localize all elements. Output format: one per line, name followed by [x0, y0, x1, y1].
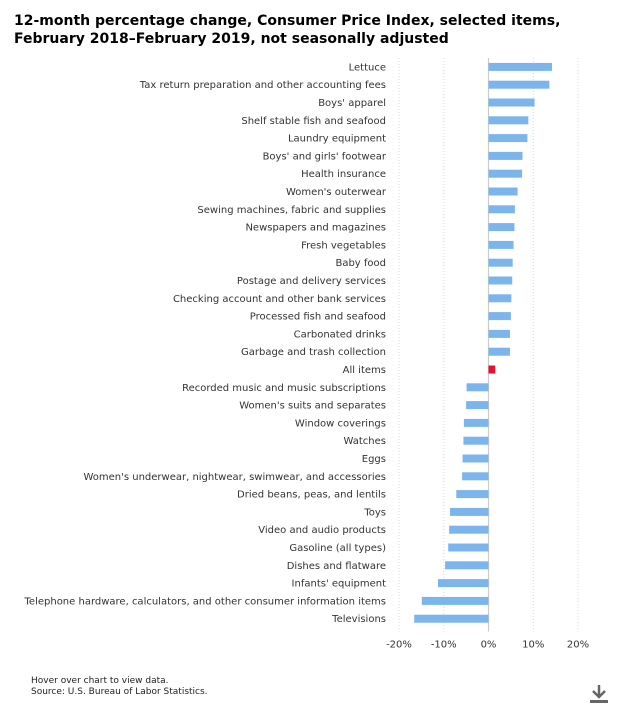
category-label: Women's suits and separates — [239, 401, 386, 412]
x-tick-label: 10% — [522, 640, 544, 651]
category-label: Checking account and other bank services — [173, 294, 386, 305]
bar[interactable] — [456, 490, 489, 499]
category-label: Baby food — [335, 258, 386, 269]
category-label: Garbage and trash collection — [241, 347, 386, 358]
bar[interactable] — [488, 294, 512, 303]
bar[interactable] — [488, 223, 515, 232]
category-label: Fresh vegetables — [301, 240, 386, 251]
category-label: Shelf stable fish and seafood — [241, 116, 386, 127]
category-label: Televisions — [331, 614, 386, 625]
category-label: Health insurance — [301, 169, 386, 180]
category-label: All items — [343, 365, 386, 376]
bar[interactable] — [488, 329, 510, 338]
category-label: Infants' equipment — [292, 579, 387, 590]
bar[interactable] — [488, 62, 553, 71]
x-axis-tick-labels: -20% -10% 0% 10% 20% — [386, 640, 589, 651]
category-label: Recorded music and music subscriptions — [182, 383, 386, 394]
category-label: Boys' and girls' footwear — [263, 151, 387, 162]
bars[interactable] — [414, 62, 553, 623]
bar[interactable] — [488, 98, 535, 107]
bar[interactable] — [488, 347, 510, 356]
hover-hint: Hover over chart to view data. — [31, 676, 169, 686]
bar[interactable] — [488, 312, 511, 321]
category-label: Women's outerwear — [286, 187, 387, 198]
bar[interactable] — [466, 401, 489, 410]
bar[interactable] — [462, 472, 489, 481]
bar[interactable] — [488, 187, 518, 196]
bar[interactable] — [488, 258, 513, 267]
bar[interactable] — [488, 240, 514, 249]
bar[interactable] — [437, 579, 489, 588]
category-label: Telephone hardware, calculators, and oth… — [24, 596, 386, 607]
category-label: Women's underwear, nightwear, swimwear, … — [83, 472, 386, 483]
category-label: Gasoline (all types) — [289, 543, 386, 554]
bar[interactable] — [445, 561, 489, 570]
bar[interactable] — [488, 276, 513, 285]
category-label: Video and audio products — [258, 525, 386, 536]
bar[interactable] — [449, 525, 489, 534]
x-tick-label: -10% — [431, 640, 457, 651]
category-label: Processed fish and seafood — [250, 312, 386, 323]
x-tick-label: 20% — [567, 640, 589, 651]
category-label: Lettuce — [349, 62, 386, 73]
bar[interactable] — [488, 134, 528, 143]
bar[interactable] — [488, 151, 523, 160]
category-label: Eggs — [362, 454, 386, 465]
bar[interactable] — [466, 383, 489, 392]
category-label: Window coverings — [295, 418, 386, 429]
category-labels: Lettuce Tax return preparation and other … — [24, 62, 387, 625]
bar[interactable] — [488, 365, 496, 374]
category-label: Dried beans, peas, and lentils — [237, 490, 386, 501]
bar[interactable] — [414, 614, 489, 623]
bar[interactable] — [488, 80, 550, 89]
bar[interactable] — [488, 169, 523, 178]
category-label: Postage and delivery services — [237, 276, 386, 287]
bar[interactable] — [421, 596, 489, 605]
chart-title: 12-month percentage change, Consumer Pri… — [14, 13, 561, 47]
category-label: Boys' apparel — [318, 98, 386, 109]
bar[interactable] — [448, 543, 489, 552]
category-label: Laundry equipment — [288, 134, 386, 145]
bar[interactable] — [450, 507, 489, 516]
category-label: Tax return preparation and other account… — [139, 80, 386, 91]
category-label: Sewing machines, fabric and supplies — [197, 205, 386, 216]
x-tick-label: 0% — [481, 640, 497, 651]
download-icon[interactable] — [588, 683, 610, 705]
bar[interactable] — [463, 418, 489, 427]
bar[interactable] — [488, 116, 529, 125]
bar[interactable] — [463, 436, 489, 445]
category-label: Toys — [363, 507, 386, 518]
category-label: Carbonated drinks — [294, 329, 386, 340]
x-tick-label: -20% — [386, 640, 412, 651]
category-label: Newspapers and magazines — [245, 223, 386, 234]
category-label: Watches — [344, 436, 387, 447]
bar[interactable] — [488, 205, 515, 214]
bar[interactable] — [462, 454, 489, 463]
category-label: Dishes and flatware — [287, 561, 386, 572]
source-note: Source: U.S. Bureau of Labor Statistics. — [31, 687, 208, 697]
